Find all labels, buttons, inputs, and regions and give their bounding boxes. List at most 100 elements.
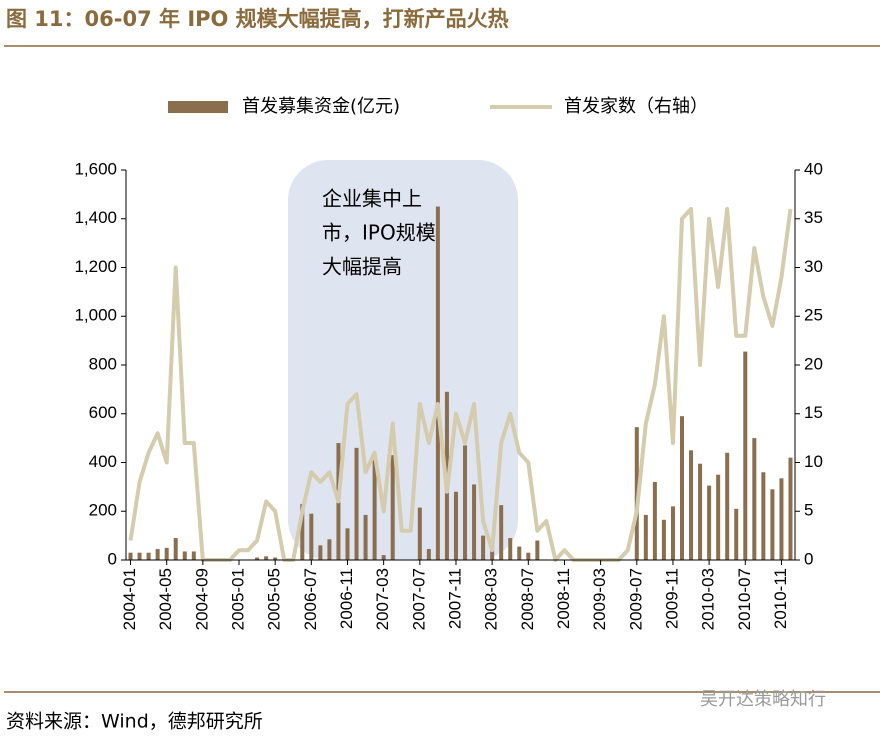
bar <box>146 552 151 560</box>
bar <box>381 555 386 560</box>
x-tick-label: 2005-05 <box>265 568 284 630</box>
bar <box>128 552 133 560</box>
y2-tick-label: 0 <box>804 549 813 568</box>
highlight-region <box>288 160 518 560</box>
y-tick-label: 0 <box>108 549 117 568</box>
line <box>128 207 793 562</box>
x-tick-label: 2008-03 <box>482 568 501 630</box>
bar <box>481 535 486 560</box>
y2-tick-label: 10 <box>804 452 823 471</box>
bar <box>417 507 422 560</box>
bar <box>264 556 269 560</box>
bar <box>426 549 431 560</box>
bar <box>372 455 377 560</box>
x-tick-label: 2004-09 <box>192 568 211 630</box>
y-tick-label: 400 <box>89 452 117 471</box>
x-tick-label: 2006-11 <box>337 568 356 629</box>
bar <box>255 557 260 560</box>
y2-tick-label: 30 <box>804 257 823 276</box>
x-tick-label: 2007-03 <box>373 568 392 630</box>
bar <box>453 491 458 560</box>
bar <box>327 539 332 560</box>
y-tick-label: 1,200 <box>74 257 117 276</box>
bar <box>761 472 766 560</box>
y-tick-label: 200 <box>89 501 117 520</box>
bar <box>173 538 178 560</box>
bar <box>652 482 657 560</box>
bar <box>182 551 187 560</box>
x-tick-label: 2004-05 <box>156 568 175 630</box>
bar <box>435 206 440 560</box>
x-tick-label: 2009-07 <box>626 568 645 630</box>
legend-label: 首发家数（右轴） <box>564 96 708 117</box>
source: 资料来源：Wind，德邦研究所 <box>6 711 263 733</box>
y2-tick-label: 40 <box>804 159 823 178</box>
bar <box>707 485 712 560</box>
bar <box>670 506 675 560</box>
bar <box>164 547 169 560</box>
bar <box>535 540 540 560</box>
y-tick-label: 600 <box>89 403 117 422</box>
x-tick-label: 2004-01 <box>120 568 139 630</box>
watermark: 吴开达策略知行 <box>700 689 826 710</box>
bar <box>155 549 160 560</box>
bar <box>689 450 694 560</box>
bar <box>345 528 350 560</box>
bar <box>463 445 468 560</box>
bar <box>517 546 522 560</box>
bar <box>137 552 142 560</box>
bar <box>300 503 305 560</box>
bar <box>643 514 648 560</box>
chart-title: 图 11：06-07 年 IPO 规模大幅提高，打新产品火热 <box>6 7 509 31</box>
annotation: 市，IPO规模 <box>322 221 436 245</box>
legend-label: 首发募集资金(亿元) <box>242 96 400 117</box>
annotation: 企业集中上 <box>322 187 422 211</box>
x-tick-label: 2010-03 <box>699 568 718 630</box>
bar <box>679 416 684 560</box>
x-tick-label: 2007-07 <box>409 568 428 630</box>
x-tick-label: 2010-07 <box>735 568 754 630</box>
x-tick-label: 2008-07 <box>518 568 537 630</box>
y-tick-label: 1,000 <box>74 306 117 325</box>
bar <box>309 513 314 560</box>
bar <box>716 474 721 560</box>
x-tick-label: 2007-11 <box>445 568 464 629</box>
bar <box>273 557 278 560</box>
bar <box>363 514 368 560</box>
y2-tick-label: 25 <box>804 306 823 325</box>
bar <box>490 547 495 560</box>
bar <box>661 519 666 560</box>
y2-tick-label: 5 <box>804 501 813 520</box>
bar <box>770 489 775 560</box>
x-tick-label: 2006-07 <box>301 568 320 630</box>
y2-tick-label: 20 <box>804 354 823 373</box>
bar <box>191 551 196 560</box>
x-tick-label: 2008-11 <box>554 568 573 629</box>
bar <box>788 457 793 560</box>
bar <box>698 463 703 560</box>
bar <box>779 478 784 560</box>
y2-tick-label: 15 <box>804 403 823 422</box>
bar <box>752 438 757 560</box>
bar <box>354 447 359 560</box>
x-tick-label: 2009-03 <box>590 568 609 630</box>
bar <box>318 545 323 560</box>
y2-tick-label: 35 <box>804 208 823 227</box>
bar <box>526 552 531 560</box>
x-tick-label: 2010-11 <box>771 568 790 629</box>
bar <box>390 455 395 560</box>
bar <box>472 484 477 560</box>
y-tick-label: 1,400 <box>74 208 117 227</box>
x-tick-label: 2009-11 <box>662 568 681 629</box>
y-tick-label: 800 <box>89 354 117 373</box>
bar <box>743 351 748 560</box>
bar <box>734 508 739 560</box>
legend-swatch <box>168 101 228 113</box>
bar <box>508 538 513 560</box>
y-tick-label: 1,600 <box>74 159 117 178</box>
annotation: 大幅提高 <box>322 255 402 279</box>
bar <box>725 452 730 560</box>
bar <box>499 505 504 560</box>
x-tick-label: 2005-01 <box>228 568 247 630</box>
